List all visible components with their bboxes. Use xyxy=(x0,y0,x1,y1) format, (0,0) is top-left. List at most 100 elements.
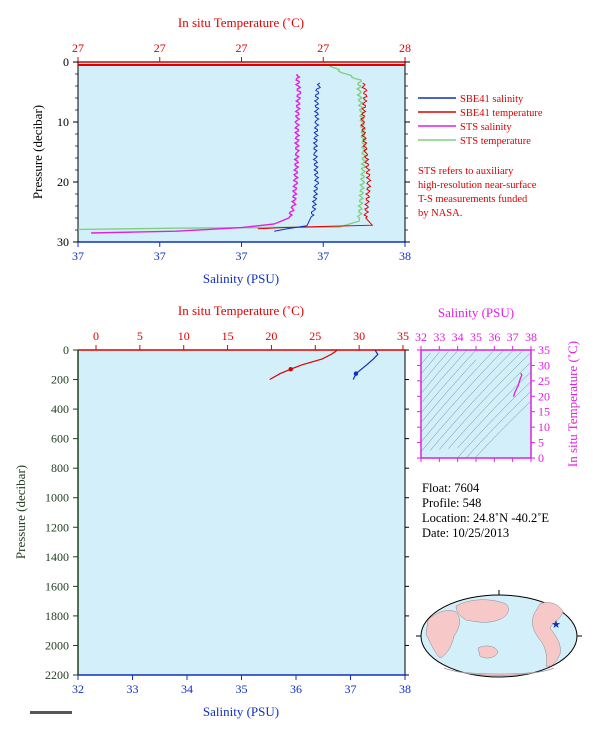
legend-label: SBE41 temperature xyxy=(460,108,543,119)
map-antarctica xyxy=(443,667,555,676)
legend: SBE41 salinity SBE41 temperature STS salin… xyxy=(418,94,543,147)
ts-x-tick-label: 36 xyxy=(488,330,500,344)
ts-y-tick-label: 10 xyxy=(538,420,550,434)
bottom-panel-bottom-ticks: 32 33 34 35 36 37 38 xyxy=(72,675,411,696)
bottom-y-tick-label: 600 xyxy=(51,432,69,446)
series-sbe41-salinity xyxy=(274,82,321,232)
top-panel-top-axis-title: In situ Temperature (˚C) xyxy=(178,15,304,30)
bottom-x-bottom-tick-label: 33 xyxy=(127,682,139,696)
ts-x-tick-label: 37 xyxy=(507,330,519,344)
sts-note: STS refers to auxiliary high-resolution … xyxy=(418,166,537,219)
bottom-x-top-tick-label: 5 xyxy=(137,329,143,343)
bottom-x-top-tick-label: 0 xyxy=(93,329,99,343)
bottom-y-tick-label: 1800 xyxy=(45,609,69,623)
bottom-panel-bottom-axis-title: Salinity (PSU) xyxy=(203,704,279,719)
density-contour xyxy=(420,350,467,404)
legend-label: SBE41 salinity xyxy=(460,94,524,105)
top-x-top-tick-label: 28 xyxy=(399,41,411,55)
ts-series xyxy=(512,372,523,398)
bottom-panel-top-ticks: 0 5 10 15 20 25 30 35 xyxy=(93,329,409,350)
ts-x-tick-label: 34 xyxy=(452,330,464,344)
world-map: ★ xyxy=(416,590,582,678)
bottom-y-tick-label: 1000 xyxy=(45,491,69,505)
ts-y-tick-label: 20 xyxy=(538,389,550,403)
ts-x-ticks: 32 33 34 35 36 37 38 xyxy=(415,330,537,462)
bottom-y-tick-label: 1400 xyxy=(45,550,69,564)
density-contour xyxy=(420,359,477,423)
bottom-panel-series xyxy=(269,349,379,381)
series-sts-salinity xyxy=(91,73,302,234)
ts-y-axis-title: In situ Temperature (˚C) xyxy=(565,341,580,467)
top-x-bottom-tick-label: 37 xyxy=(317,249,329,263)
top-y-tick-label: 10 xyxy=(57,115,69,129)
density-contour xyxy=(420,350,513,452)
top-x-bottom-tick-label: 37 xyxy=(72,249,84,263)
top-panel: In situ Temperature (˚C) 27 27 27 27 28 37 37… xyxy=(30,15,411,286)
top-panel-y-axis-title: Pressure (decibar) xyxy=(30,105,45,199)
bottom-x-top-tick-label: 25 xyxy=(309,329,321,343)
top-x-top-tick-label: 27 xyxy=(154,41,166,55)
float-location-star: ★ xyxy=(551,619,561,631)
density-contour xyxy=(475,400,532,458)
bottom-x-top-tick-label: 15 xyxy=(222,329,234,343)
map-americas xyxy=(532,602,564,667)
map-africa xyxy=(425,610,460,659)
footer-stamp xyxy=(30,711,72,714)
top-y-tick-label: 30 xyxy=(57,235,69,249)
bottom-y-tick-label: 0 xyxy=(63,343,69,357)
bottom-y-tick-label: 1600 xyxy=(45,579,69,593)
float-info: Float: 7604 Profile: 548 Location: 24.8˚… xyxy=(422,481,549,540)
note-line-4: by NASA. xyxy=(418,208,462,219)
series-sts-temperature xyxy=(77,64,367,231)
top-y-tick-label: 20 xyxy=(57,175,69,189)
top-panel-series xyxy=(77,64,374,234)
density-contour xyxy=(420,350,504,443)
density-contour xyxy=(420,349,495,433)
temperature-marker xyxy=(288,367,293,372)
density-contour xyxy=(420,350,458,394)
density-contour xyxy=(420,352,440,375)
top-panel-y-ticks: 0 10 20 30 xyxy=(57,55,410,249)
top-x-top-tick-label: 27 xyxy=(236,41,248,55)
bottom-y-tick-label: 2200 xyxy=(45,668,69,682)
ts-profile-line xyxy=(512,372,523,398)
top-plot-area xyxy=(77,61,406,243)
bottom-x-top-tick-label: 35 xyxy=(397,329,409,343)
density-contour xyxy=(420,351,449,384)
bottom-y-tick-label: 200 xyxy=(51,373,69,387)
bottom-panel-y-axis-title: Pressure (decibar) xyxy=(13,465,28,559)
density-contour xyxy=(457,381,532,458)
top-x-bottom-tick-label: 37 xyxy=(154,249,166,263)
bottom-x-bottom-tick-label: 38 xyxy=(399,682,411,696)
note-line-2: high-resolution near-surface xyxy=(418,180,537,191)
map-asia xyxy=(455,599,509,623)
bottom-x-top-tick-label: 20 xyxy=(265,329,277,343)
series-sbe41-temperature xyxy=(257,82,374,230)
info-float: Float: 7604 xyxy=(422,481,480,495)
ts-y-tick-label: 25 xyxy=(538,374,550,388)
bottom-x-bottom-tick-label: 35 xyxy=(236,682,248,696)
density-contour xyxy=(420,353,431,365)
ts-y-tick-label: 15 xyxy=(538,405,550,419)
info-profile: Profile: 548 xyxy=(422,496,481,510)
top-y-tick-label: 0 xyxy=(63,55,69,69)
bottom-x-bottom-tick-label: 34 xyxy=(181,682,193,696)
info-location: Location: 24.8˚N -40.2˚E xyxy=(422,511,549,525)
density-contour xyxy=(430,351,522,451)
bottom-plot-area xyxy=(77,349,406,676)
ts-y-tick-label: 5 xyxy=(538,436,544,450)
top-x-top-tick-label: 27 xyxy=(317,41,329,55)
map-australia xyxy=(477,645,499,659)
info-date: Date: 10/25/2013 xyxy=(422,526,509,540)
ts-x-tick-label: 33 xyxy=(433,330,445,344)
ts-panel: Salinity (PSU) 32 33 34 35 36 37 38 3530252015… xyxy=(415,305,580,467)
top-x-bottom-tick-label: 37 xyxy=(236,249,248,263)
temperature-profile-line xyxy=(269,349,338,381)
bottom-panel: In situ Temperature (˚C) 0 5 10 15 20 25 30 35 … xyxy=(13,303,411,719)
ts-y-tick-label: 35 xyxy=(538,343,550,357)
legend-label: STS temperature xyxy=(460,136,531,147)
bottom-y-tick-label: 400 xyxy=(51,402,69,416)
top-panel-top-ticks: 27 27 27 27 28 xyxy=(72,41,411,62)
